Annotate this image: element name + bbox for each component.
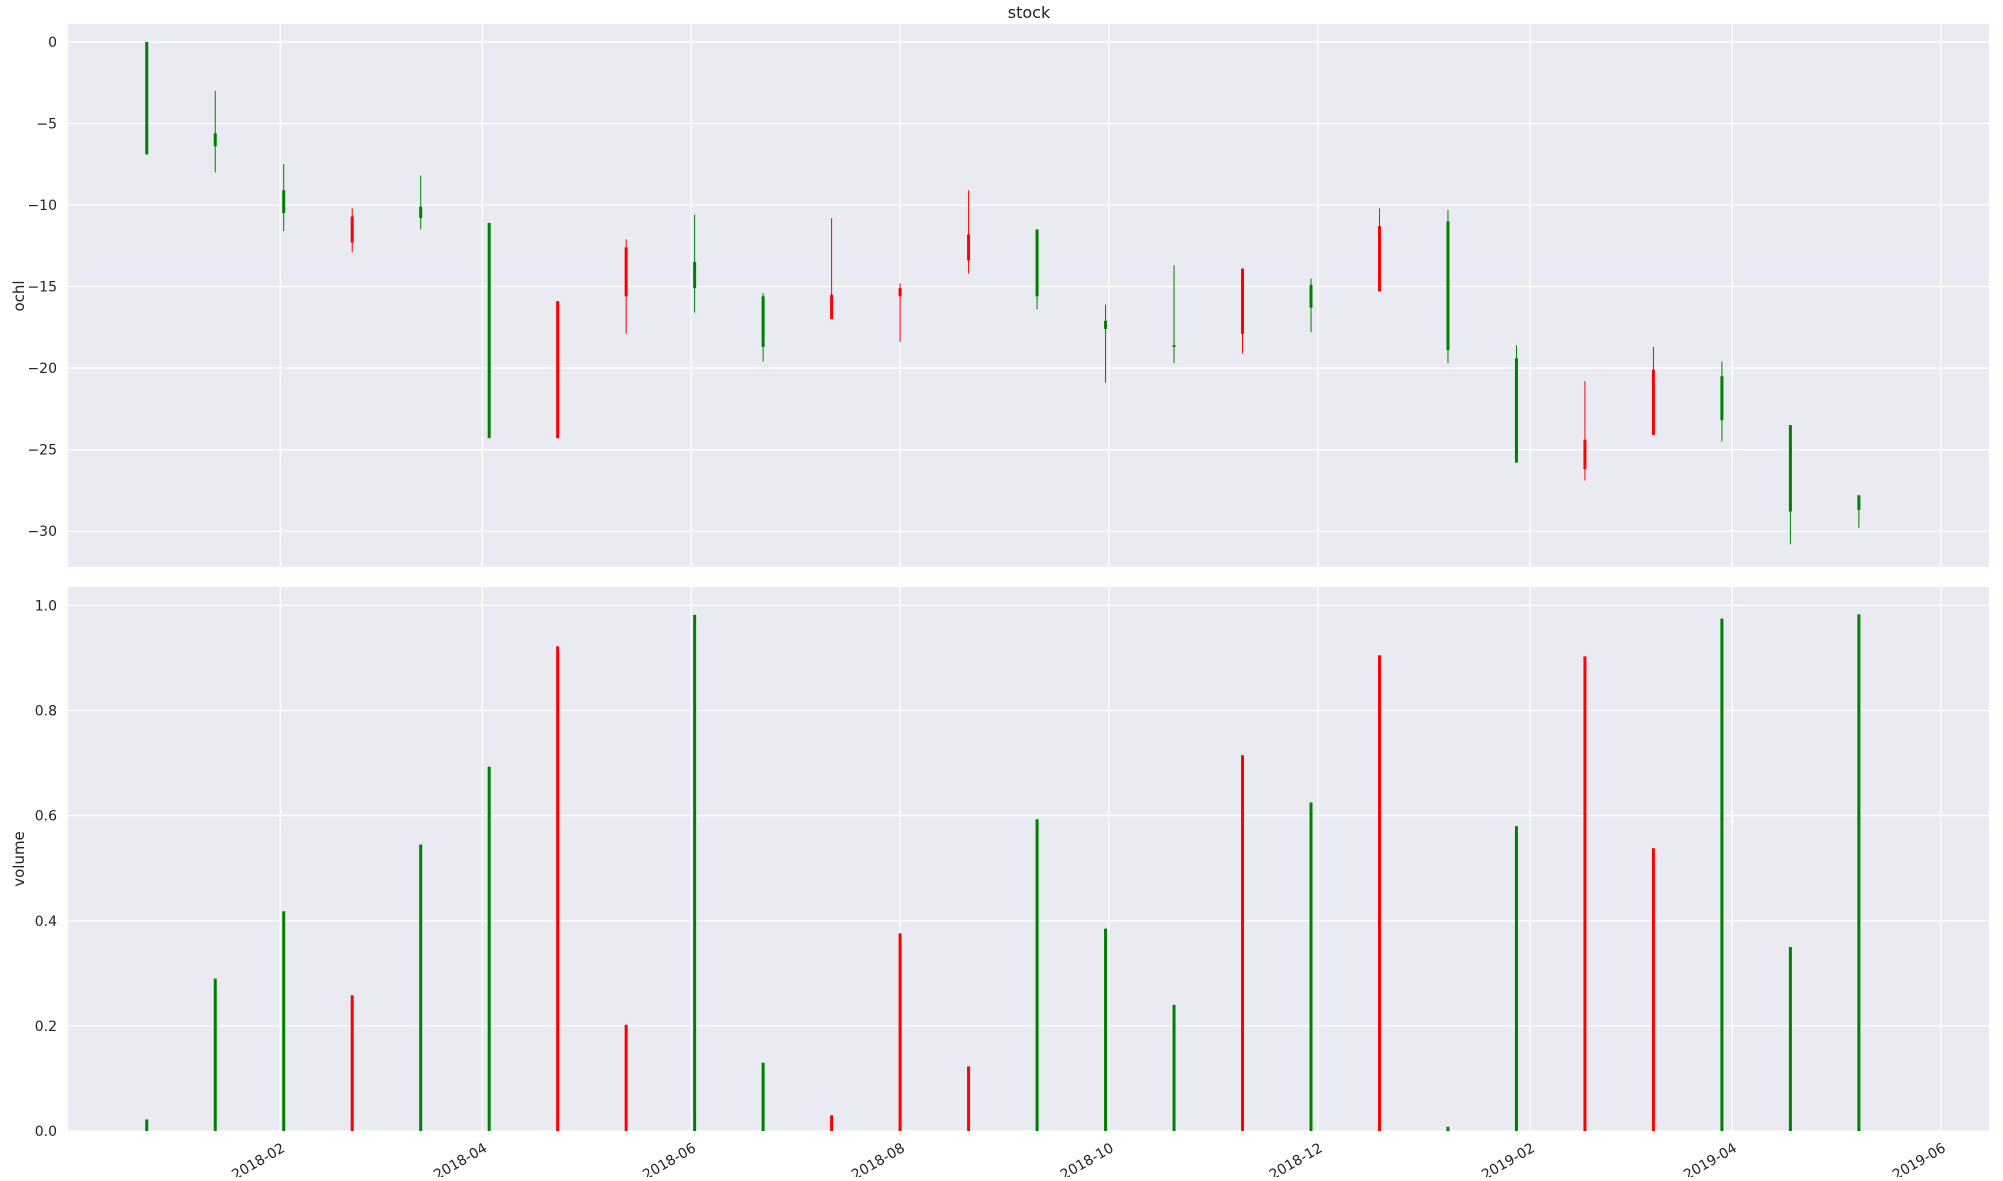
x-axis-tick-labels: 2018-02 2018-04 2018-06 2018-08 2018-10 2018-…: [229, 1140, 1949, 1181]
volume-bar: [1651, 848, 1655, 1131]
candle-body: [967, 234, 971, 261]
candle-body: [556, 301, 560, 439]
candle-body: [1035, 229, 1039, 297]
price-y-tick-labels: 0 −5 −10 −15 −20 −25 −30: [27, 35, 57, 540]
volume-bar: [898, 933, 902, 1131]
x-tick-label: 2019-02: [1479, 1140, 1538, 1177]
candle-body: [761, 296, 765, 347]
candle-body: [145, 41, 149, 155]
x-tick-label: 2018-02: [229, 1140, 288, 1177]
volume-bar: [1377, 655, 1381, 1131]
volume-bar: [213, 978, 217, 1131]
x-tick-label: 2018-06: [640, 1140, 699, 1177]
volume-bar: [487, 766, 491, 1131]
candle-body: [1583, 439, 1587, 470]
volume-bar: [1309, 802, 1313, 1131]
candle-body: [693, 262, 697, 289]
volume-bar: [967, 1066, 971, 1131]
volume-bar: [1857, 614, 1861, 1131]
price-y-tick-label: −10: [27, 198, 57, 214]
x-tick-label: 2019-04: [1681, 1140, 1740, 1177]
candle-body: [419, 206, 423, 219]
price-y-tick-label: −20: [27, 361, 57, 377]
candle-body: [830, 294, 834, 320]
candle-body: [1241, 268, 1245, 334]
volume-y-tick-label: 0.0: [35, 1124, 57, 1140]
price-y-tick-label: −5: [36, 116, 57, 132]
price-panel: 0 −5 −10 −15 −20 −25 −30 ochl: [10, 24, 1989, 567]
volume-bar: [1035, 819, 1039, 1131]
volume-bar: [282, 911, 286, 1131]
volume-bar: [1104, 928, 1108, 1131]
volume-y-axis-label: volume: [10, 831, 28, 887]
candle-body: [1446, 221, 1450, 351]
volume-y-tick-label: 0.6: [35, 809, 57, 825]
volume-panel: 0.0 0.2 0.4 0.6 0.8 1.0 volume: [10, 587, 1989, 1140]
volume-bar: [1514, 826, 1518, 1131]
volume-y-tick-label: 0.2: [35, 1019, 57, 1035]
volume-bars: [145, 614, 1861, 1131]
candle-body: [1720, 376, 1724, 421]
volume-bar: [693, 614, 697, 1131]
price-y-tick-label: −15: [27, 280, 57, 296]
volume-bar: [1241, 755, 1245, 1131]
volume-bar: [1720, 618, 1724, 1131]
volume-bar: [556, 646, 560, 1131]
price-y-tick-label: 0: [48, 35, 57, 51]
candle-body: [624, 247, 628, 297]
candle-body: [1377, 226, 1381, 292]
volume-y-tick-label: 0.4: [35, 914, 57, 930]
volume-plot-area: [68, 587, 1989, 1131]
candle-body: [1309, 284, 1313, 308]
volume-bar: [350, 995, 354, 1131]
volume-bar: [624, 1024, 628, 1131]
candle-body: [350, 216, 354, 243]
volume-bar: [419, 844, 423, 1131]
candle-body: [1788, 425, 1792, 512]
candle-body: [1651, 369, 1655, 435]
candle-body: [1514, 358, 1518, 463]
candle-body: [1104, 320, 1108, 329]
price-y-tick-label: −25: [27, 443, 57, 459]
price-gridlines: [68, 24, 1989, 567]
price-plot-area: [68, 24, 1989, 567]
volume-y-tick-labels: 0.0 0.2 0.4 0.6 0.8 1.0: [35, 598, 57, 1140]
price-y-tick-label: −30: [27, 524, 57, 540]
volume-gridlines: [68, 587, 1989, 1132]
candle-body: [1857, 495, 1861, 510]
chart-title: stock: [1008, 3, 1051, 22]
price-candles: [145, 41, 1861, 545]
x-tick-label: 2018-12: [1267, 1140, 1326, 1177]
volume-bar: [761, 1062, 765, 1131]
x-tick-label: 2018-04: [431, 1140, 490, 1177]
candle-body: [898, 288, 902, 297]
volume-bar: [1788, 947, 1792, 1131]
candle-body: [213, 133, 217, 147]
volume-y-tick-label: 0.8: [35, 704, 57, 720]
volume-bar: [1583, 656, 1587, 1131]
volume-y-tick-label: 1.0: [35, 598, 57, 614]
candle-body: [282, 190, 286, 214]
volume-bar: [1446, 1126, 1450, 1131]
volume-bar: [1172, 1004, 1176, 1131]
x-tick-label: 2018-10: [1058, 1140, 1117, 1177]
volume-bar: [145, 1119, 149, 1131]
x-tick-label: 2018-08: [849, 1140, 908, 1177]
candle-body: [1172, 345, 1176, 347]
volume-bar: [830, 1115, 834, 1131]
candle-body: [487, 222, 491, 439]
price-y-axis-label: ochl: [10, 280, 28, 311]
x-tick-label: 2019-06: [1890, 1140, 1949, 1177]
